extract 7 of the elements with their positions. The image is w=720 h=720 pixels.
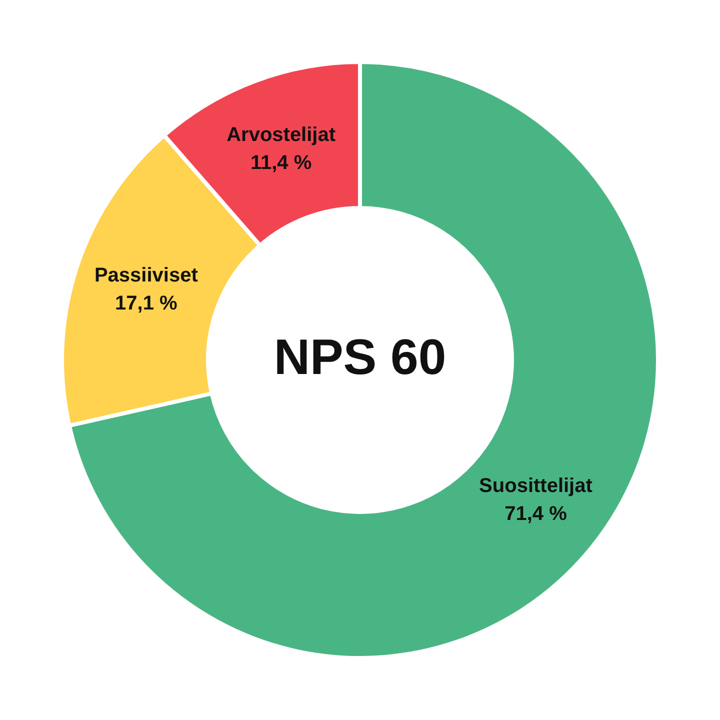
slice-label: Arvostelijat xyxy=(226,124,336,146)
data-label: 71,4 % xyxy=(504,503,568,526)
slice-label: Suosittelijat xyxy=(479,475,593,498)
data-label: 11,4 % xyxy=(250,152,312,174)
slice-label: Passiiviset xyxy=(94,264,198,287)
data-label: 17,1 % xyxy=(115,292,178,315)
text: NPS 60 xyxy=(274,328,446,385)
